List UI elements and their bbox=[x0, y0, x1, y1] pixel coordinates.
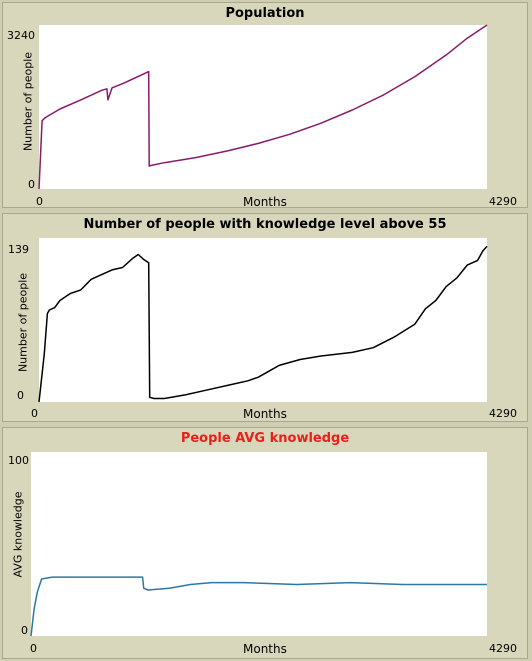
population-chart: Population Number of people 3240 0 0 429… bbox=[2, 2, 528, 209]
plot-area bbox=[38, 238, 488, 403]
series-line-0 bbox=[38, 24, 488, 190]
series-line-0 bbox=[38, 245, 488, 403]
y-axis-label: AVG knowledge bbox=[11, 491, 25, 578]
x-tick-max: 4290 bbox=[489, 195, 517, 208]
knowledge-above-55-chart: Number of people with knowledge level ab… bbox=[2, 213, 528, 422]
x-tick-max: 4290 bbox=[489, 642, 517, 655]
x-axis-label: Months bbox=[243, 642, 287, 656]
x-tick-min: 0 bbox=[36, 195, 43, 208]
x-axis-label: Months bbox=[243, 407, 287, 421]
x-axis-label: Months bbox=[243, 195, 287, 209]
plot-area bbox=[38, 24, 488, 190]
chart-title: Population bbox=[225, 6, 305, 21]
plot-background bbox=[39, 25, 487, 189]
y-tick-max: 3240 bbox=[7, 29, 35, 42]
y-tick-min: 0 bbox=[28, 178, 35, 191]
plot-area bbox=[30, 452, 487, 637]
x-tick-min: 0 bbox=[31, 407, 38, 420]
x-tick-min: 0 bbox=[30, 642, 37, 655]
chart-title: People AVG knowledge bbox=[180, 431, 350, 446]
y-tick-min: 0 bbox=[17, 389, 24, 402]
y-tick-max: 139 bbox=[8, 243, 29, 256]
chart-title: Number of people with knowledge level ab… bbox=[83, 217, 447, 232]
y-axis-label: Number of people bbox=[21, 51, 35, 152]
plot-background bbox=[31, 452, 487, 636]
y-tick-min: 0 bbox=[21, 624, 28, 637]
x-tick-max: 4290 bbox=[489, 407, 517, 420]
plot-background bbox=[39, 238, 487, 402]
series-line-0 bbox=[30, 576, 487, 637]
y-axis-label: Number of people bbox=[16, 272, 30, 373]
y-tick-max: 100 bbox=[8, 454, 29, 467]
avg-knowledge-chart: People AVG knowledge AVG knowledge 100 0… bbox=[2, 427, 528, 659]
